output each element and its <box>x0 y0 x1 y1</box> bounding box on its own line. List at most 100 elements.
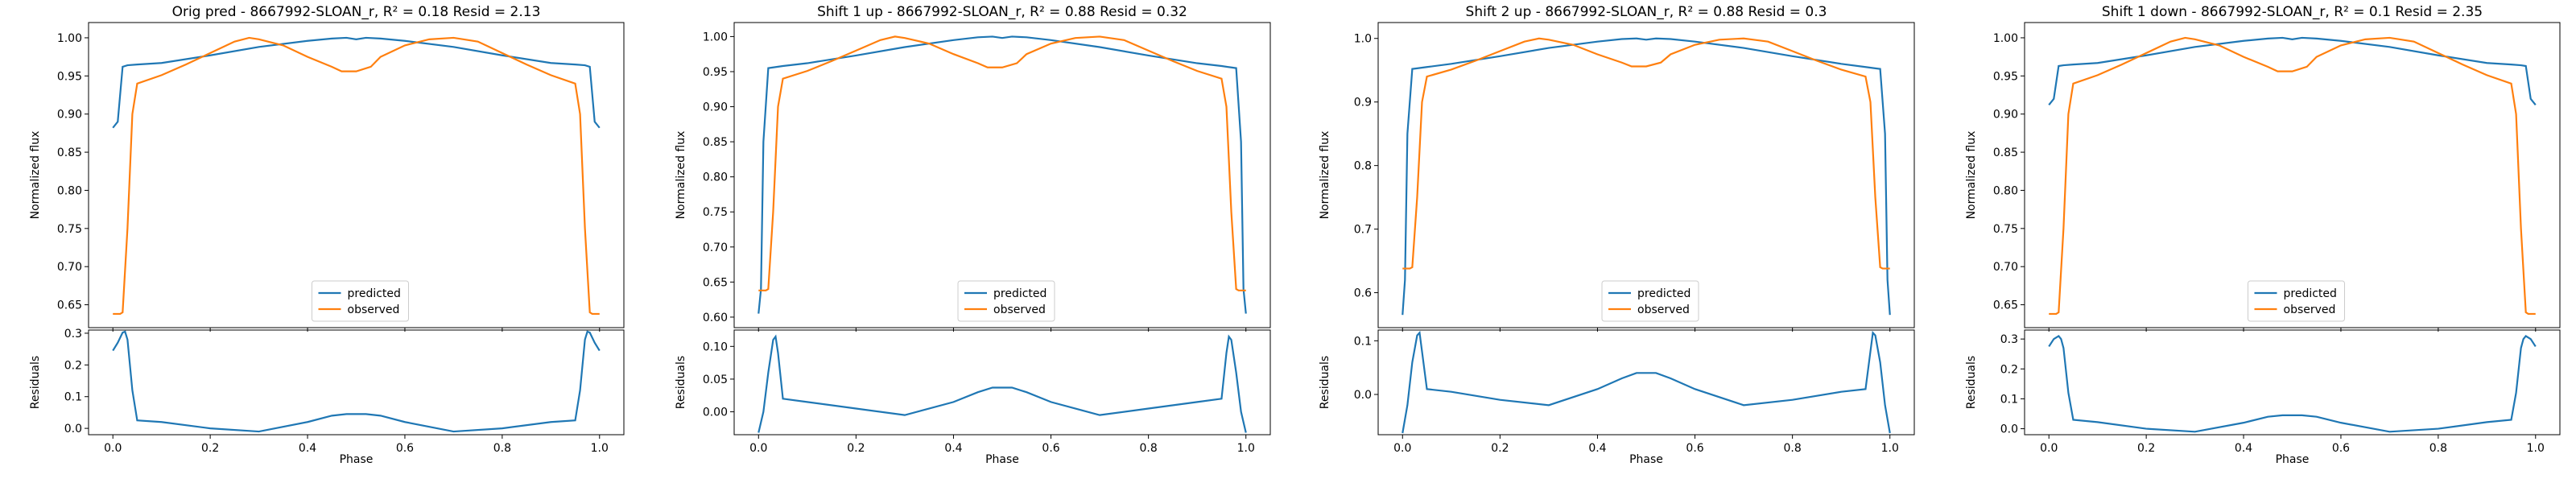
x-tick-label: 1.0 <box>1881 442 1899 455</box>
x-tick-label: 0.2 <box>1491 442 1509 455</box>
x-tick-label: 0.6 <box>2332 442 2350 455</box>
residual-y-tick-label: 0.1 <box>64 391 82 404</box>
residual-y-tick-label: 0.10 <box>703 341 728 353</box>
y-tick-label: 0.80 <box>57 184 82 197</box>
residual-y-tick-label: 0.0 <box>64 423 82 436</box>
y-tick-label: 0.85 <box>1993 147 2018 159</box>
y-tick-label: 0.65 <box>703 276 728 289</box>
residual-axes-frame <box>2024 329 2561 436</box>
y-tick-label: 0.75 <box>1993 223 2018 236</box>
legend-label-predicted: predicted <box>993 287 1046 300</box>
y-tick-label: 0.70 <box>703 242 728 254</box>
y-tick-label: 0.65 <box>1993 299 2018 312</box>
legend: predicted observed <box>957 280 1055 322</box>
y-tick-label: 1.00 <box>57 32 82 45</box>
x-tick-label: 0.0 <box>2040 442 2058 455</box>
x-tick-label: 0.2 <box>847 442 865 455</box>
legend-box <box>312 280 409 322</box>
chart-title: Shift 2 up - 8667992-SLOAN_r, R² = 0.88 … <box>1466 4 1827 20</box>
x-axis-label: Phase <box>2276 453 2310 466</box>
x-tick-label: 0.0 <box>104 442 122 455</box>
y-axis-label: Normalized flux <box>29 131 42 220</box>
x-tick-label: 0.6 <box>396 442 414 455</box>
y-tick-label: 0.90 <box>1993 109 2018 122</box>
y-tick-label: 0.80 <box>703 171 728 184</box>
y-tick-label: 1.0 <box>1354 33 1372 46</box>
residual-y-axis-label: Residuals <box>1965 356 1978 409</box>
chart-panel-3: Shift 2 up - 8667992-SLOAN_r, R² = 0.88 … <box>1319 4 1915 466</box>
residual-y-tick-label: 0.1 <box>1354 335 1372 348</box>
y-tick-label: 1.00 <box>703 31 728 43</box>
y-tick-label: 0.95 <box>1993 70 2018 83</box>
y-tick-label: 0.95 <box>57 70 82 83</box>
legend-box <box>957 280 1055 322</box>
y-tick-label: 0.95 <box>703 66 728 79</box>
x-tick-label: 0.4 <box>2235 442 2252 455</box>
y-tick-label: 0.90 <box>57 109 82 122</box>
series-line-predicted <box>1402 37 1891 316</box>
series-line-observed <box>1402 37 1890 270</box>
x-tick-label: 0.6 <box>1042 442 1059 455</box>
residual-line <box>2048 334 2537 433</box>
series-line-predicted <box>758 35 1247 314</box>
x-tick-label: 0.8 <box>1784 442 1802 455</box>
y-tick-label: 0.85 <box>57 147 82 159</box>
legend: predicted observed <box>1601 280 1699 322</box>
x-tick-label: 0.4 <box>1588 442 1606 455</box>
residual-line <box>112 330 601 433</box>
legend-label-predicted: predicted <box>348 287 401 300</box>
main-axes-frame <box>88 22 625 328</box>
residual-axes-frame <box>1377 329 1915 436</box>
residual-y-tick-label: 0.3 <box>64 328 82 341</box>
x-tick-label: 0.8 <box>2429 442 2447 455</box>
chart-panel-4: Shift 1 down - 8667992-SLOAN_r, R² = 0.1… <box>1965 4 2561 466</box>
x-axis-label: Phase <box>1629 453 1663 466</box>
y-tick-label: 0.9 <box>1354 97 1372 109</box>
chart-title: Shift 1 down - 8667992-SLOAN_r, R² = 0.1… <box>2102 4 2483 20</box>
y-tick-label: 0.70 <box>1993 261 2018 274</box>
residual-y-axis-label: Residuals <box>1319 356 1331 409</box>
x-tick-label: 0.8 <box>493 442 511 455</box>
legend-label-observed: observed <box>1637 303 1690 316</box>
x-tick-label: 0.6 <box>1686 442 1703 455</box>
residual-y-tick-label: 0.0 <box>2000 423 2018 436</box>
legend: predicted observed <box>2248 280 2345 322</box>
x-tick-label: 1.0 <box>591 442 609 455</box>
chart-panel-2: Shift 1 up - 8667992-SLOAN_r, R² = 0.88 … <box>675 4 1271 466</box>
x-tick-label: 0.2 <box>201 442 219 455</box>
legend: predicted observed <box>312 280 409 322</box>
x-tick-label: 0.4 <box>944 442 962 455</box>
chart-title: Orig pred - 8667992-SLOAN_r, R² = 0.18 R… <box>172 4 541 20</box>
y-axis-label: Normalized flux <box>1319 131 1331 220</box>
x-tick-label: 0.2 <box>2137 442 2155 455</box>
series-line-predicted <box>112 36 601 129</box>
y-tick-label: 0.70 <box>57 261 82 274</box>
y-axis-label: Normalized flux <box>675 131 687 220</box>
residual-y-tick-label: 0.2 <box>64 359 82 372</box>
y-tick-label: 0.7 <box>1354 224 1372 237</box>
chart-panel-1: Orig pred - 8667992-SLOAN_r, R² = 0.18 R… <box>29 4 625 466</box>
legend-label-observed: observed <box>2284 303 2336 316</box>
legend-box <box>1601 280 1699 322</box>
residual-y-tick-label: 0.00 <box>703 407 728 419</box>
y-tick-label: 0.75 <box>703 206 728 219</box>
residual-line <box>1402 330 1891 434</box>
residual-y-tick-label: 0.1 <box>2000 393 2018 406</box>
x-axis-label: Phase <box>340 453 374 466</box>
y-tick-label: 0.85 <box>703 136 728 149</box>
y-tick-label: 1.00 <box>1993 32 2018 45</box>
residual-y-axis-label: Residuals <box>675 356 687 409</box>
x-tick-label: 1.0 <box>2527 442 2545 455</box>
residual-y-axis-label: Residuals <box>29 356 42 409</box>
legend-label-observed: observed <box>993 303 1046 316</box>
y-tick-label: 0.90 <box>703 101 728 114</box>
series-line-observed <box>758 35 1246 291</box>
series-line-observed <box>2049 36 2536 316</box>
x-tick-label: 0.0 <box>1393 442 1411 455</box>
residual-y-tick-label: 0.2 <box>2000 363 2018 376</box>
y-tick-label: 0.8 <box>1354 160 1372 173</box>
y-axis-label: Normalized flux <box>1965 131 1978 220</box>
y-tick-label: 0.75 <box>57 223 82 236</box>
legend-box <box>2248 280 2345 322</box>
x-tick-label: 0.8 <box>1140 442 1158 455</box>
